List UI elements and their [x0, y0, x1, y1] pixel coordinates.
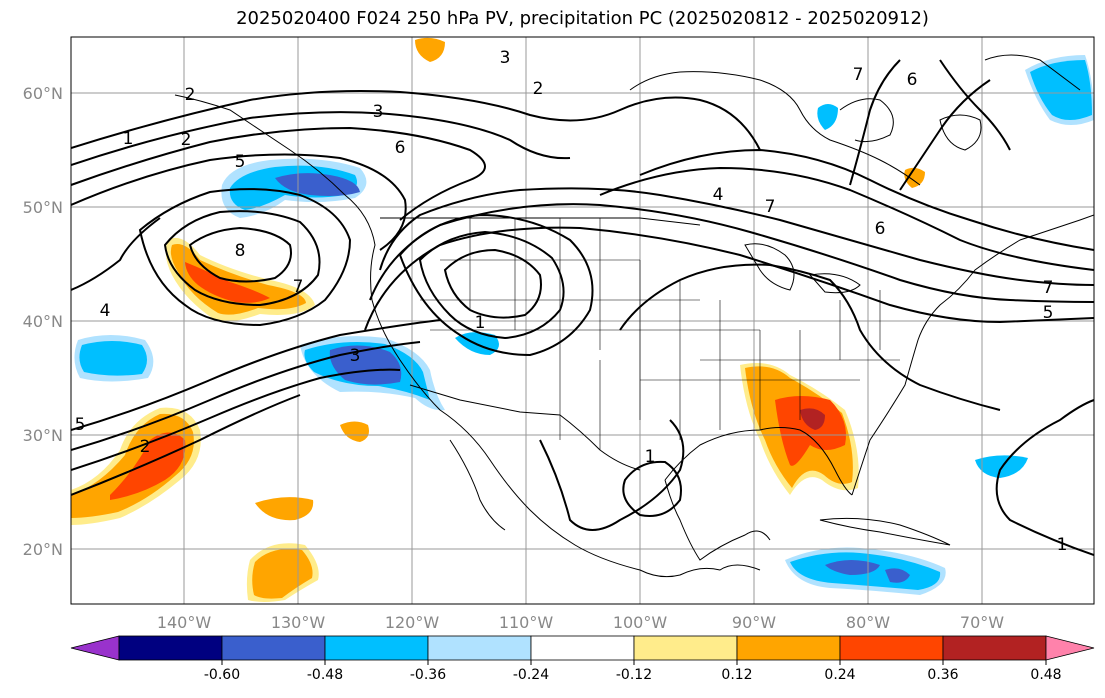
- lon-label: 140°W: [157, 613, 212, 632]
- map-title: 2025020400 F024 250 hPa PV, precipitatio…: [236, 8, 929, 29]
- map-frame: [70, 36, 1095, 605]
- colorbar-extend-low: [70, 635, 120, 661]
- colorbar-label: 0.24: [824, 667, 855, 683]
- colorbar-swatch: [324, 635, 429, 661]
- lat-label: 50°N: [23, 198, 63, 217]
- lon-label: 110°W: [499, 613, 554, 632]
- contour-label: 7: [765, 197, 776, 217]
- longitude-labels: 140°W 130°W 120°W 110°W 100°W 90°W 80°W …: [157, 613, 1004, 632]
- contour-label: 1: [1057, 535, 1068, 555]
- lat-label: 60°N: [23, 84, 63, 103]
- contour-label: 3: [350, 346, 361, 366]
- colorbar-swatch: [839, 635, 944, 661]
- contour-label: 6: [907, 70, 918, 90]
- colorbar-label: -0.60: [204, 667, 240, 683]
- contour-label: 2: [181, 130, 192, 150]
- contour-label: 3: [373, 102, 384, 122]
- colorbar-label: -0.24: [513, 667, 549, 683]
- lon-label: 90°W: [732, 613, 776, 632]
- contour-label: 6: [875, 219, 886, 239]
- lat-label: 40°N: [23, 312, 63, 331]
- colorbar: -0.60 -0.48 -0.36 -0.24 -0.12 0.12 0.24 0.36 0.4…: [70, 635, 1095, 683]
- contour-label: 4: [713, 185, 724, 205]
- contour-label: 8: [235, 241, 246, 261]
- contour-label: 7: [853, 65, 864, 85]
- contour-label: 4: [100, 301, 111, 321]
- contour-label: 3: [500, 48, 511, 68]
- contour-label: 2: [140, 437, 151, 457]
- colorbar-label: 0.36: [927, 667, 958, 683]
- colorbar-swatch: [427, 635, 532, 661]
- pv-contours: [71, 59, 1094, 556]
- graticule: [71, 37, 1094, 604]
- contour-label: 1: [475, 313, 486, 333]
- colorbar-swatch: [530, 635, 635, 661]
- lat-label: 30°N: [23, 426, 63, 445]
- lon-label: 80°W: [846, 613, 890, 632]
- colorbar-label: 0.12: [721, 667, 752, 683]
- colorbar-label: -0.48: [307, 667, 343, 683]
- contour-label: 2: [533, 79, 544, 99]
- colorbar-swatch: [633, 635, 738, 661]
- contour-label: 5: [1043, 303, 1054, 323]
- contour-label: 7: [1043, 278, 1054, 298]
- colorbar-swatch: [221, 635, 326, 661]
- lon-label: 70°W: [960, 613, 1004, 632]
- latitude-labels: 60°N 50°N 40°N 30°N 20°N: [23, 84, 63, 559]
- contour-label: 1: [645, 447, 656, 467]
- colorbar-swatch: [942, 635, 1047, 661]
- contour-labels: 1 2 3 5 6 8 7 3 2 4 6 7 5 1 1 2 3 7 6 4 …: [75, 48, 1068, 555]
- contour-label: 7: [293, 277, 304, 297]
- contour-label: 6: [395, 138, 406, 158]
- colorbar-swatch: [736, 635, 841, 661]
- contour-label: 5: [235, 152, 246, 172]
- colorbar-label: -0.36: [410, 667, 446, 683]
- colorbar-label: 0.48: [1030, 667, 1061, 683]
- lon-label: 100°W: [613, 613, 668, 632]
- state-borders: [420, 218, 900, 450]
- colorbar-extend-high: [1045, 635, 1095, 661]
- lon-label: 120°W: [385, 613, 440, 632]
- colorbar-swatch: [118, 635, 223, 661]
- contour-label: 1: [123, 129, 134, 149]
- colorbar-label: -0.12: [616, 667, 652, 683]
- lat-label: 20°N: [23, 540, 63, 559]
- lon-label: 130°W: [271, 613, 326, 632]
- contour-label: 5: [75, 415, 86, 435]
- contour-label: 2: [185, 85, 196, 105]
